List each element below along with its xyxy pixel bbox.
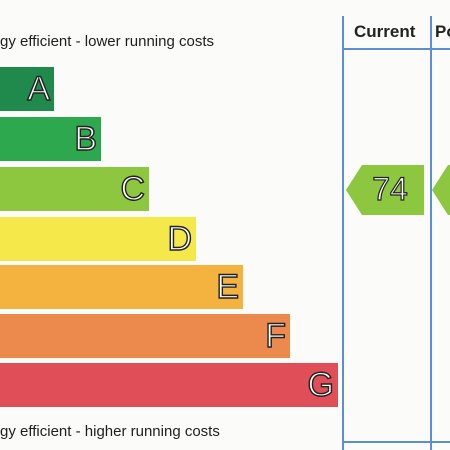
column-divider-middle bbox=[430, 16, 432, 450]
current-rating-value: 74 bbox=[372, 170, 409, 207]
current-rating-arrow: 74 bbox=[346, 165, 424, 215]
potential-rating-arrow bbox=[432, 165, 450, 215]
band-g: G bbox=[0, 363, 338, 407]
top-caption: gy efficient - lower running costs bbox=[0, 33, 214, 50]
band-d-letter: D bbox=[167, 219, 193, 258]
band-f-letter: F bbox=[265, 316, 287, 355]
band-c-letter: C bbox=[120, 169, 146, 208]
column-divider-left bbox=[342, 16, 344, 450]
potential-column-header: Po bbox=[435, 22, 450, 41]
bottom-caption: gy efficient - higher running costs bbox=[0, 423, 220, 440]
band-b-letter: B bbox=[74, 119, 98, 158]
footer-divider bbox=[342, 441, 450, 443]
band-e: E bbox=[0, 265, 243, 309]
potential-rating-arrow-shape bbox=[432, 165, 450, 215]
current-rating-arrow-shape bbox=[346, 165, 424, 215]
band-f: F bbox=[0, 314, 290, 358]
band-g-letter: G bbox=[307, 365, 335, 404]
band-b: B bbox=[0, 117, 101, 161]
band-e-letter: E bbox=[216, 267, 240, 306]
header-divider bbox=[342, 48, 450, 50]
band-a-letter: A bbox=[27, 69, 51, 108]
current-column-header: Current bbox=[354, 22, 416, 41]
band-c: C bbox=[0, 167, 149, 211]
band-d: D bbox=[0, 217, 196, 261]
band-a: A bbox=[0, 67, 54, 111]
